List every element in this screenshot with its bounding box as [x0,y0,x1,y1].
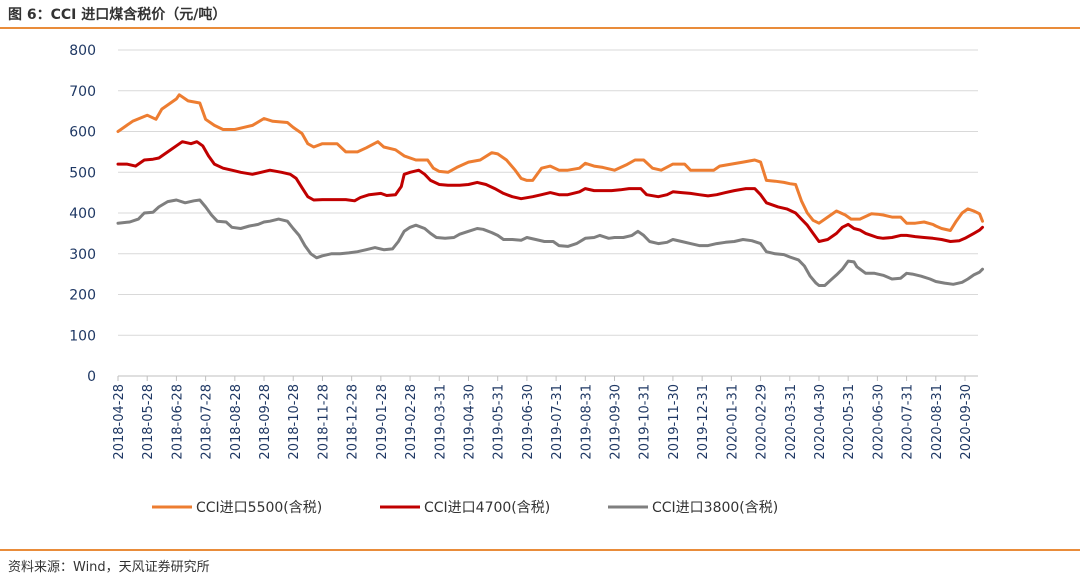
series-line-1 [116,93,984,232]
x-tick-label: 2018-07-28 [200,384,215,460]
x-tick-label: 2018-08-28 [229,384,244,460]
y-axis-ticks: 0 100 200 300 400 500 600 700 800 [69,43,96,385]
x-tick-label: 2018-05-28 [141,384,156,460]
x-tick-label: 2020-05-31 [842,384,857,460]
y-tick-label: 0 [87,369,96,385]
x-tick-label: 2020-02-29 [755,384,770,460]
x-tick-label: 2020-07-31 [901,384,916,460]
x-tick-label: 2019-06-30 [521,384,536,460]
x-tick-label: 2019-01-28 [375,384,390,460]
x-tick-label: 2019-09-30 [609,384,624,460]
x-tick-label: 2020-01-31 [725,384,740,460]
x-tick-label: 2018-11-28 [316,384,331,460]
x-tick-label: 2018-04-28 [112,384,127,460]
x-tick-label: 2018-06-28 [170,384,185,460]
legend-label-2: CCI进口4700(含税) [424,500,550,516]
top-divider [0,27,1080,29]
x-tick-label: 2019-11-30 [667,384,682,460]
legend-label-1: CCI进口5500(含税) [196,500,322,516]
x-tick-label: 2018-09-28 [258,384,273,460]
series-lines [116,93,984,287]
x-tick-label: 2020-03-31 [784,384,799,460]
series-line-3 [116,198,984,287]
legend-label-3: CCI进口3800(含税) [652,500,778,516]
x-tick-label: 2018-10-28 [287,384,302,460]
x-tick-label: 2020-08-31 [930,384,945,460]
x-tick-label: 2019-08-31 [579,384,594,460]
x-tick-label: 2019-04-30 [462,384,477,460]
x-tick-label: 2018-12-28 [346,384,361,460]
x-tick-label: 2020-06-30 [871,384,886,460]
x-tick-label: 2019-07-31 [550,384,565,460]
y-tick-label: 100 [69,328,96,344]
x-tick-label: 2020-04-30 [813,384,828,460]
y-tick-label: 300 [69,247,96,263]
x-tick-label: 2019-03-31 [433,384,448,460]
x-axis: 2018-04-28 2018-05-28 2018-06-28 2018-07-28… [112,375,978,460]
bottom-divider [0,549,1080,551]
y-tick-label: 800 [69,43,96,59]
x-tick-label: 2019-10-31 [638,384,653,460]
x-tick-label: 2019-02-28 [404,384,419,460]
chart-title: 图 6：CCI 进口煤含税价（元/吨） [8,7,227,23]
source-note: 资料来源：Wind，天风证券研究所 [8,560,210,575]
x-tick-label: 2019-05-31 [492,384,507,460]
series-line-2 [116,140,984,243]
y-tick-label: 200 [69,288,96,304]
legend: CCI进口5500(含税) CCI进口4700(含税) CCI进口3800(含税) [152,500,778,516]
x-tick-label: 2020-09-30 [959,384,974,460]
y-tick-label: 500 [69,165,96,181]
x-tick-label: 2019-12-31 [696,384,711,460]
y-tick-label: 700 [69,84,96,100]
y-tick-label: 400 [69,206,96,222]
y-tick-label: 600 [69,125,96,141]
